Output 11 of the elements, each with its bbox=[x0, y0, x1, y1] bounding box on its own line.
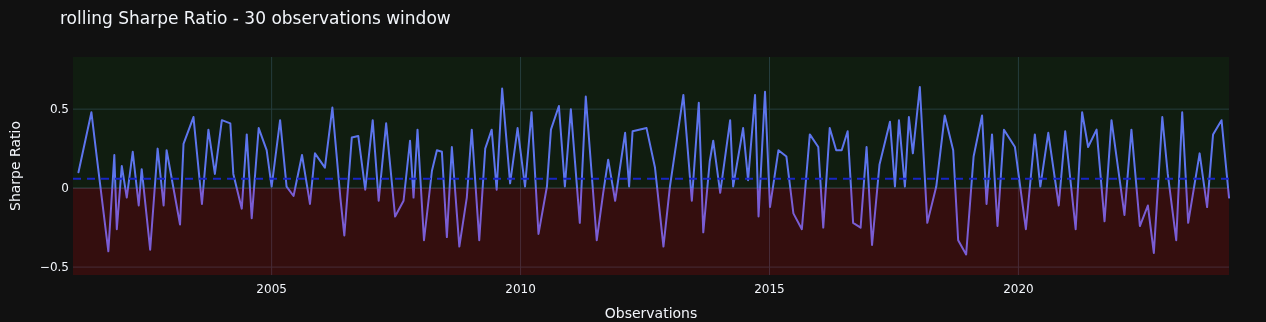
y-tick-label: −0.5 bbox=[39, 260, 69, 275]
x-tick-label: 2005 bbox=[256, 282, 287, 296]
y-tick-label: 0 bbox=[61, 181, 69, 196]
line-series bbox=[77, 86, 1230, 256]
x-tick-label: 2020 bbox=[1003, 282, 1034, 296]
y-axis-title: Sharpe Ratio bbox=[7, 121, 23, 211]
y-tick-label: 0.5 bbox=[49, 102, 69, 117]
x-tick-label: 2015 bbox=[754, 282, 785, 296]
x-tick-label: 2010 bbox=[505, 282, 536, 296]
chart-title: rolling Sharpe Ratio - 30 observations window bbox=[60, 8, 451, 28]
x-axis-title: Observations bbox=[604, 305, 698, 321]
